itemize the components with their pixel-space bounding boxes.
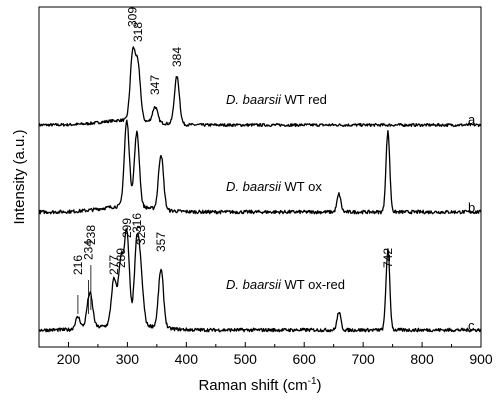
x-ticks: 200 300 400 500 600 700 800 900 bbox=[38, 342, 493, 367]
labels-layer: a D. baarsii WT red b D. baarsii WT ox c D. b… bbox=[71, 7, 476, 333]
axes bbox=[38, 6, 482, 348]
series-label-c: D. baarsii WT ox-red bbox=[226, 277, 345, 292]
series-label-a: D. baarsii WT red bbox=[226, 92, 327, 107]
series-letter-a: a bbox=[468, 112, 476, 127]
condition-name: WT ox-red bbox=[281, 277, 345, 292]
peak-label-c: 742 bbox=[381, 248, 395, 268]
peak-label-a: 347 bbox=[148, 75, 162, 95]
peak-label-c: 234 bbox=[82, 240, 96, 260]
x-axis-label-sup: -1 bbox=[308, 376, 317, 387]
peak-label-a: 318 bbox=[131, 22, 145, 42]
x-tick-label: 900 bbox=[469, 351, 493, 367]
peak-label-a: 309 bbox=[126, 7, 140, 27]
x-tick-label: 600 bbox=[293, 351, 317, 367]
condition-name: WT ox bbox=[281, 179, 322, 194]
x-axis-label-end: ) bbox=[317, 377, 322, 394]
x-tick-label: 800 bbox=[410, 351, 434, 367]
spectrum-line-b bbox=[38, 119, 482, 215]
y-axis-label: Intensity (a.u.) bbox=[11, 129, 28, 224]
peak-label-c: 299 bbox=[120, 218, 134, 238]
x-axis-label-main: Raman shift (cm bbox=[198, 377, 307, 394]
x-tick-label: 200 bbox=[57, 351, 81, 367]
species-name: D. baarsii bbox=[226, 179, 282, 194]
species-name: D. baarsii bbox=[226, 92, 282, 107]
series-letter-b: b bbox=[468, 200, 475, 215]
peak-label-c: 289 bbox=[114, 248, 128, 268]
series-label-b: D. baarsii WT ox bbox=[226, 179, 322, 194]
x-tick-label: 500 bbox=[234, 351, 258, 367]
peak-label-c: 277 bbox=[107, 255, 121, 275]
plot-frame bbox=[38, 6, 482, 348]
series-letter-c: c bbox=[468, 318, 475, 333]
spectrum-line-c bbox=[38, 228, 482, 333]
x-axis-label: Raman shift (cm-1) bbox=[198, 376, 321, 394]
peak-label-c: 238 bbox=[84, 225, 98, 245]
x-tick-label: 700 bbox=[351, 351, 375, 367]
x-tick-label: 400 bbox=[175, 351, 199, 367]
condition-name: WT red bbox=[281, 92, 327, 107]
peak-label-a: 384 bbox=[170, 47, 184, 67]
peak-label-c: 323 bbox=[134, 225, 148, 245]
peak-label-c: 316 bbox=[130, 213, 144, 233]
peak-label-c: 216 bbox=[71, 255, 85, 275]
x-tick-label: 300 bbox=[116, 351, 140, 367]
species-name: D. baarsii bbox=[226, 277, 282, 292]
spectra-layer bbox=[38, 46, 482, 333]
spectrum-line-a bbox=[38, 46, 482, 128]
peak-label-c: 357 bbox=[154, 232, 168, 252]
